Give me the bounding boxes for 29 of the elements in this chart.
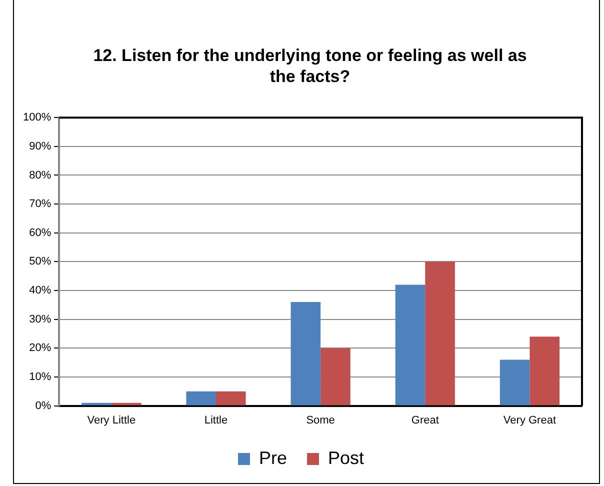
y-tick-label: 40%	[29, 284, 52, 297]
y-tick-label: 30%	[29, 313, 52, 326]
x-tick-label: Some	[306, 414, 335, 426]
x-tick-label: Very Little	[87, 414, 136, 426]
bar	[216, 391, 246, 406]
x-tick-label: Little	[204, 414, 228, 426]
chart-title: 12. Listen for the underlying tone or feeling as well as the facts?	[92, 45, 528, 87]
y-tick-label: 0%	[35, 400, 52, 412]
y-tick-label: 60%	[29, 226, 52, 239]
legend-label: Pre	[258, 448, 287, 468]
x-tick-label: Very Great	[503, 414, 556, 426]
x-tick-label: Great	[411, 414, 439, 426]
y-tick-label: 70%	[29, 198, 52, 210]
bar	[425, 262, 455, 406]
bar	[111, 402, 142, 406]
y-tick-label: 20%	[29, 342, 52, 354]
y-tick-label: 100%	[22, 112, 52, 124]
bar	[186, 391, 216, 406]
bar	[500, 360, 530, 406]
y-tick-label: 10%	[29, 371, 52, 384]
bar	[82, 402, 112, 406]
bar	[395, 284, 426, 406]
bar	[320, 348, 350, 406]
legend-label: Post	[328, 448, 364, 468]
y-tick-label: 80%	[29, 169, 52, 182]
bar	[530, 336, 560, 406]
bar	[290, 302, 321, 406]
y-tick-label: 90%	[29, 140, 52, 152]
y-tick-label: 50%	[29, 256, 52, 268]
